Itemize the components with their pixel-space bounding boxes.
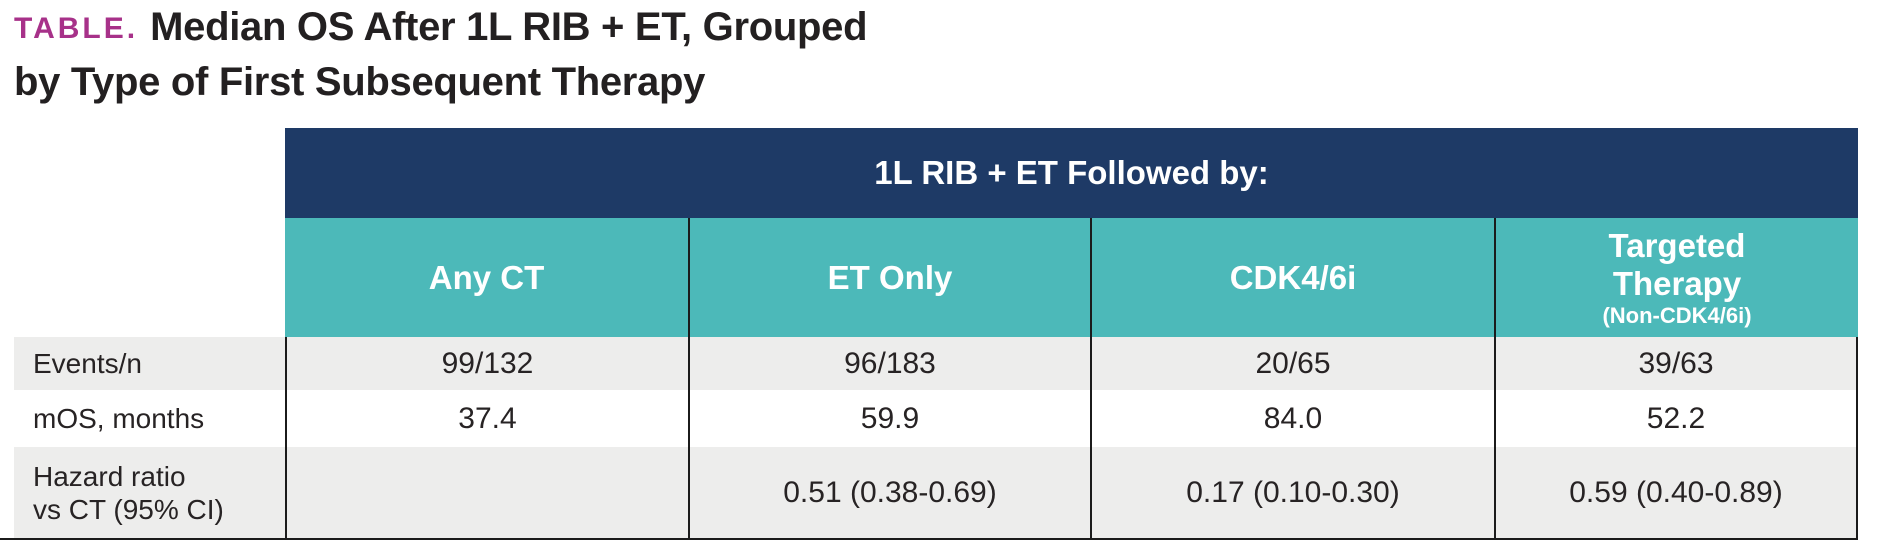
- row-label-hazard-ratio: Hazard ratio vs CT (95% CI): [0, 447, 285, 540]
- column-header-et-only-label: ET Only: [827, 258, 953, 296]
- row-label-mos-months-text: mOS, months: [33, 403, 205, 434]
- cell-events-any-ct: 99/132: [285, 337, 688, 390]
- group-header-cell: 1L RIB + ET Followed by:: [285, 128, 1858, 218]
- cell-events-cdk46i: 20/65: [1090, 337, 1494, 390]
- column-header-any-ct-label: Any CT: [428, 258, 545, 296]
- row-label-events-n-text: Events/n: [33, 348, 142, 379]
- page-title: TABLE. Median OS After 1L RIB + ET, Group…: [14, 4, 868, 114]
- row-label-mos-months: mOS, months: [0, 390, 285, 447]
- cell-hazard-targeted: 0.59 (0.40-0.89): [1494, 447, 1858, 540]
- column-header-cdk46i-label: CDK4/6i: [1229, 258, 1357, 296]
- column-header-any-ct: Any CT: [285, 218, 688, 337]
- title-text-2: by Type of First Subsequent Therapy: [14, 60, 706, 104]
- row-label-hazard-ratio-line2: vs CT (95% CI): [33, 493, 224, 525]
- column-header-et-only: ET Only: [688, 218, 1090, 337]
- cell-mos-targeted: 52.2: [1494, 390, 1858, 447]
- cell-hazard-cdk46i: 0.17 (0.10-0.30): [1090, 447, 1494, 540]
- row-label-events-n: Events/n: [0, 337, 285, 390]
- column-header-cdk46i: CDK4/6i: [1090, 218, 1494, 337]
- title-line-2: by Type of First Subsequent Therapy: [14, 59, 867, 114]
- row-label-hazard-ratio-line1: Hazard ratio: [33, 460, 186, 492]
- cell-hazard-et-only: 0.51 (0.38-0.69): [688, 447, 1090, 540]
- column-header-targeted-therapy: Targeted Therapy (Non-CDK4/6i): [1494, 218, 1858, 337]
- title-line-1: TABLE. Median OS After 1L RIB + ET, Group…: [14, 4, 868, 59]
- cell-mos-any-ct: 37.4: [285, 390, 688, 447]
- cell-mos-cdk46i: 84.0: [1090, 390, 1494, 447]
- os-results-table: 1L RIB + ET Followed by: Any CT ET Only …: [0, 128, 1858, 540]
- table-tag: TABLE.: [14, 12, 139, 45]
- column-header-targeted-therapy-label: Targeted Therapy: [1608, 226, 1746, 302]
- title-text-1: Median OS After 1L RIB + ET, Grouped: [150, 5, 868, 49]
- cell-events-et-only: 96/183: [688, 337, 1090, 390]
- cell-events-targeted: 39/63: [1494, 337, 1858, 390]
- cell-mos-et-only: 59.9: [688, 390, 1090, 447]
- column-header-targeted-therapy-sublabel: (Non-CDK4/6i): [1602, 302, 1752, 328]
- cell-hazard-any-ct: [285, 447, 688, 540]
